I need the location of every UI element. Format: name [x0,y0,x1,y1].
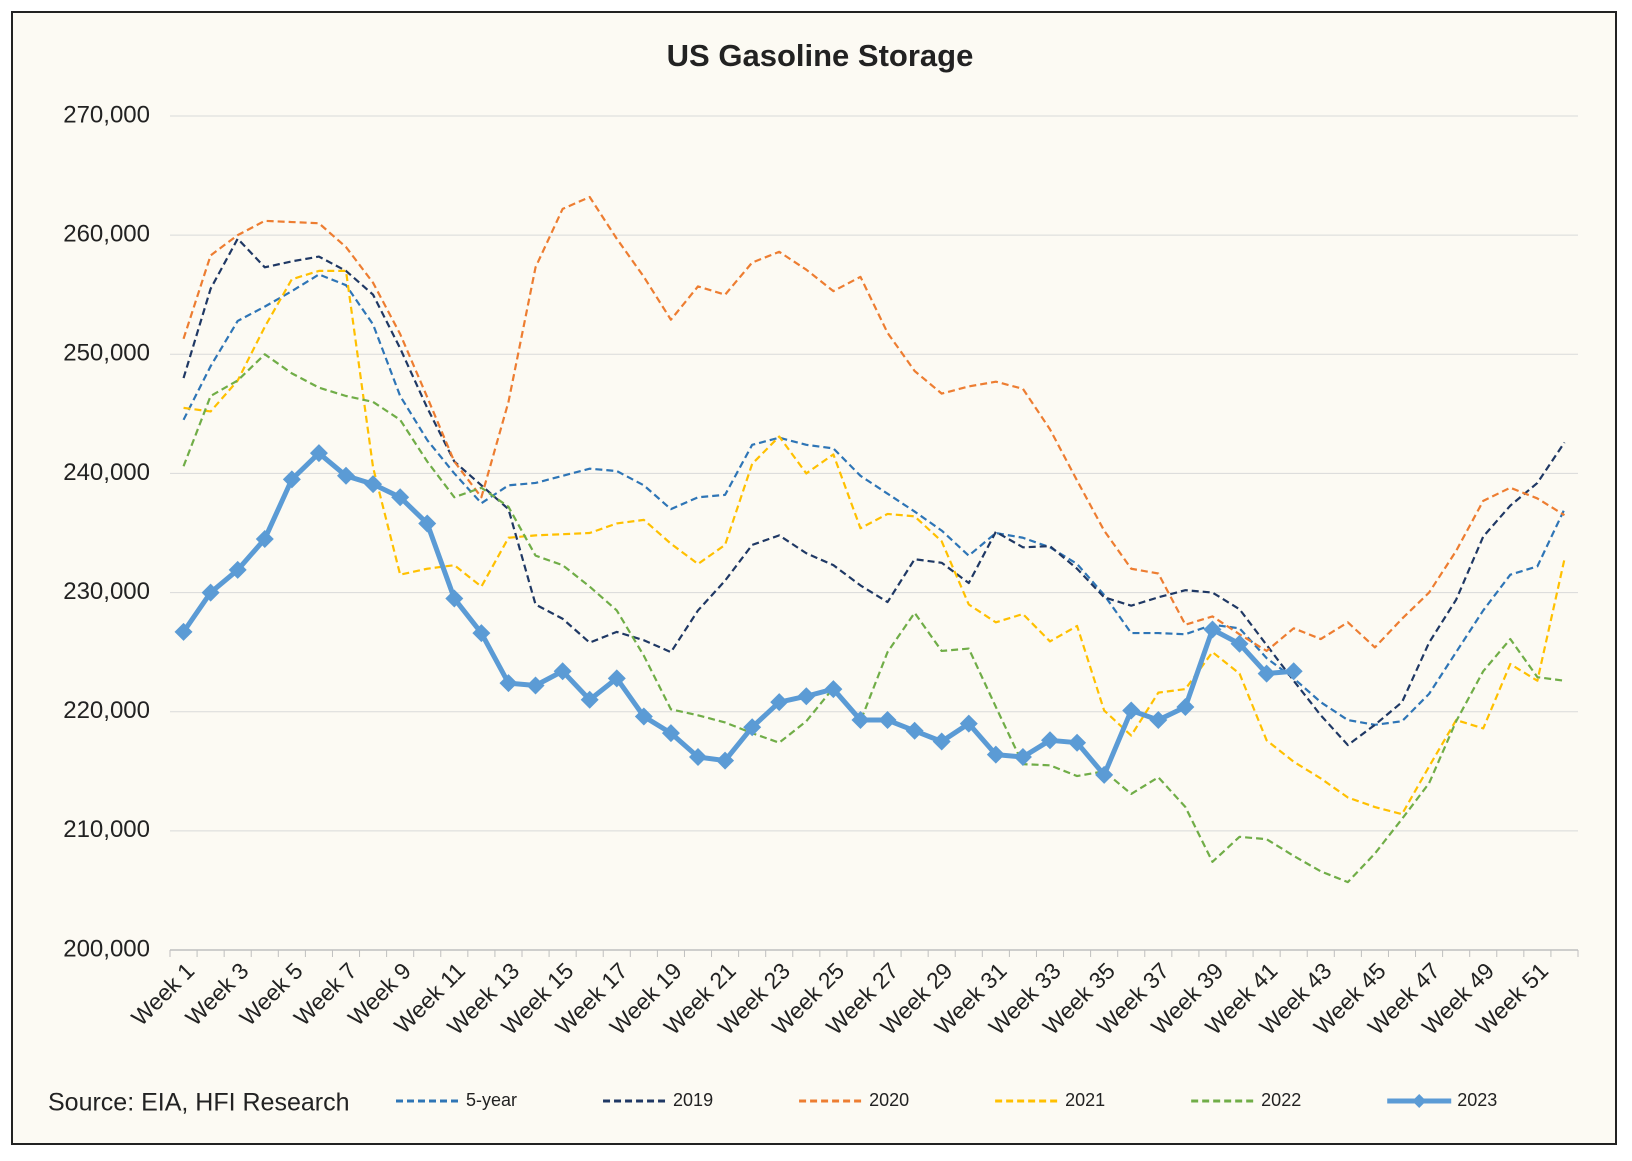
series-line [183,269,1566,816]
data-marker [607,669,626,688]
data-marker [878,711,897,730]
data-marker [1041,731,1059,750]
legend-label: 2022 [1261,1090,1301,1110]
source-note: Source: EIA, HFI Research [48,1089,350,1117]
data-marker [770,693,789,712]
data-marker [499,674,518,693]
data-marker [1095,765,1114,784]
data-marker [1013,747,1032,766]
y-tick-label: 260,000 [63,220,150,247]
data-marker [337,466,355,485]
data-marker [309,444,328,463]
data-marker [743,718,762,737]
legend-label: 2020 [869,1090,909,1110]
y-tick-label: 220,000 [63,697,150,724]
data-marker [282,470,301,489]
legend-label: 2021 [1065,1090,1105,1110]
legend-marker [1412,1094,1427,1108]
legend-label: 2023 [1457,1090,1497,1110]
chart-frame [11,11,1617,1145]
data-marker [364,475,383,494]
data-marker [445,589,464,608]
data-marker [472,624,491,643]
series-line [182,353,1565,884]
data-marker [228,560,247,579]
series-line [182,195,1566,653]
data-marker [1149,711,1168,730]
data-marker [824,680,843,699]
data-marker [526,676,545,695]
data-marker [1230,634,1249,653]
data-marker [851,711,870,730]
legend-label: 5-year [466,1090,517,1110]
data-marker [661,724,680,743]
y-tick-label: 230,000 [63,578,150,605]
data-marker [932,732,951,751]
data-marker [1068,733,1087,752]
y-tick-label: 250,000 [63,340,150,367]
y-tick-label: 200,000 [63,935,150,962]
data-marker [716,751,735,770]
chart-title: US Gasoline Storage [667,38,974,73]
data-marker [797,687,816,706]
data-marker [174,622,193,641]
data-marker [634,707,653,726]
data-marker [1284,662,1303,681]
data-marker [391,488,410,507]
series-line [182,273,1566,726]
data-marker [689,747,707,766]
data-marker [1176,697,1195,716]
legend: 5-year 2019 2020 2021 2022 2023 [396,1090,1497,1110]
data-marker [1203,620,1222,639]
y-tick-label: 210,000 [63,816,150,843]
legend-label: 2019 [673,1090,713,1110]
data-marker [1122,701,1141,720]
data-marker [553,662,572,681]
data-marker [986,745,1005,764]
y-tick-label: 270,000 [63,101,150,128]
data-marker [580,690,599,709]
data-marker [418,514,437,533]
data-marker [1257,664,1276,683]
data-marker [255,529,274,548]
data-marker [959,714,978,733]
y-tick-label: 240,000 [63,459,150,486]
data-marker [905,721,924,740]
data-marker [201,583,220,602]
